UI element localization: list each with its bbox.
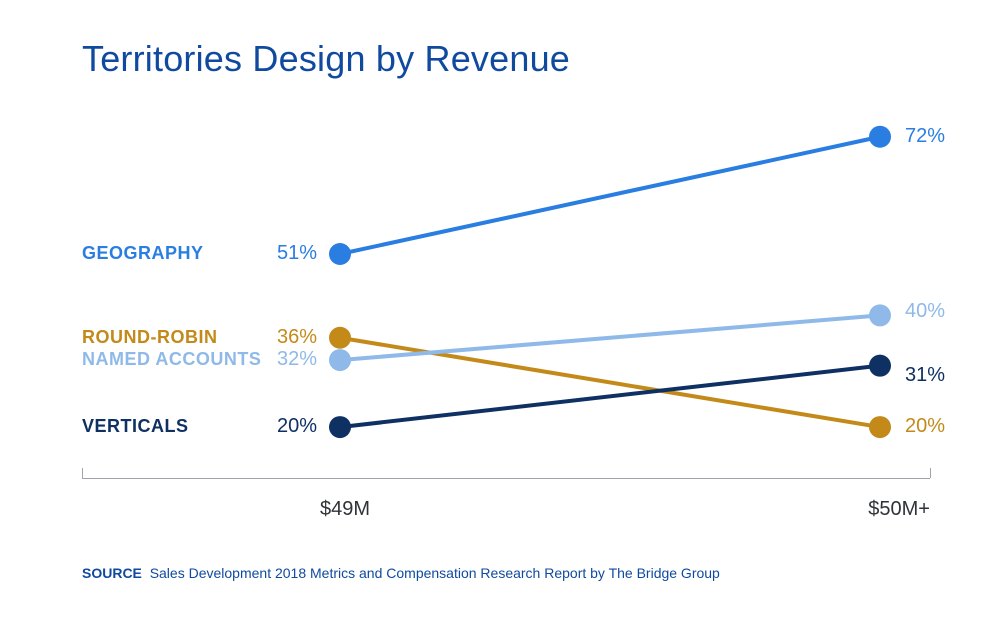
series-label-geography: GEOGRAPHY [82,243,204,264]
value-right-round-robin: 20% [905,415,945,438]
series-label-named-accounts: NAMED ACCOUNTS [82,349,261,370]
marker-named-accounts-left [329,349,351,371]
value-left-named-accounts: 32% [277,348,317,371]
marker-round-robin-left [329,327,351,349]
series-label-verticals: VERTICALS [82,416,189,437]
value-left-round-robin: 36% [277,326,317,349]
marker-named-accounts-right [869,304,891,326]
chart-title: Territories Design by Revenue [82,38,570,80]
source-text: Sales Development 2018 Metrics and Compe… [150,565,720,581]
slope-line-named-accounts [340,315,880,360]
marker-geography-right [869,126,891,148]
axis-label-right: $50M+ [868,498,930,521]
axis-baseline [82,478,930,479]
value-left-geography: 51% [277,242,317,265]
value-left-verticals: 20% [277,415,317,438]
axis-tick-left [82,468,83,478]
marker-geography-left [329,243,351,265]
marker-verticals-right [869,355,891,377]
slope-chart-svg [0,0,1003,629]
slope-line-round-robin [340,338,880,427]
series-label-round-robin: ROUND-ROBIN [82,327,218,348]
value-right-geography: 72% [905,125,945,148]
slope-line-geography [340,137,880,254]
axis-tick-right [930,468,931,478]
axis-label-left: $49M [320,498,370,521]
marker-verticals-left [329,416,351,438]
source-prefix: SOURCE [82,565,142,581]
value-right-named-accounts: 40% [905,300,945,323]
source-line: SOURCE Sales Development 2018 Metrics an… [82,565,720,581]
slope-line-verticals [340,366,880,427]
marker-round-robin-right [869,416,891,438]
value-right-verticals: 31% [905,364,945,387]
